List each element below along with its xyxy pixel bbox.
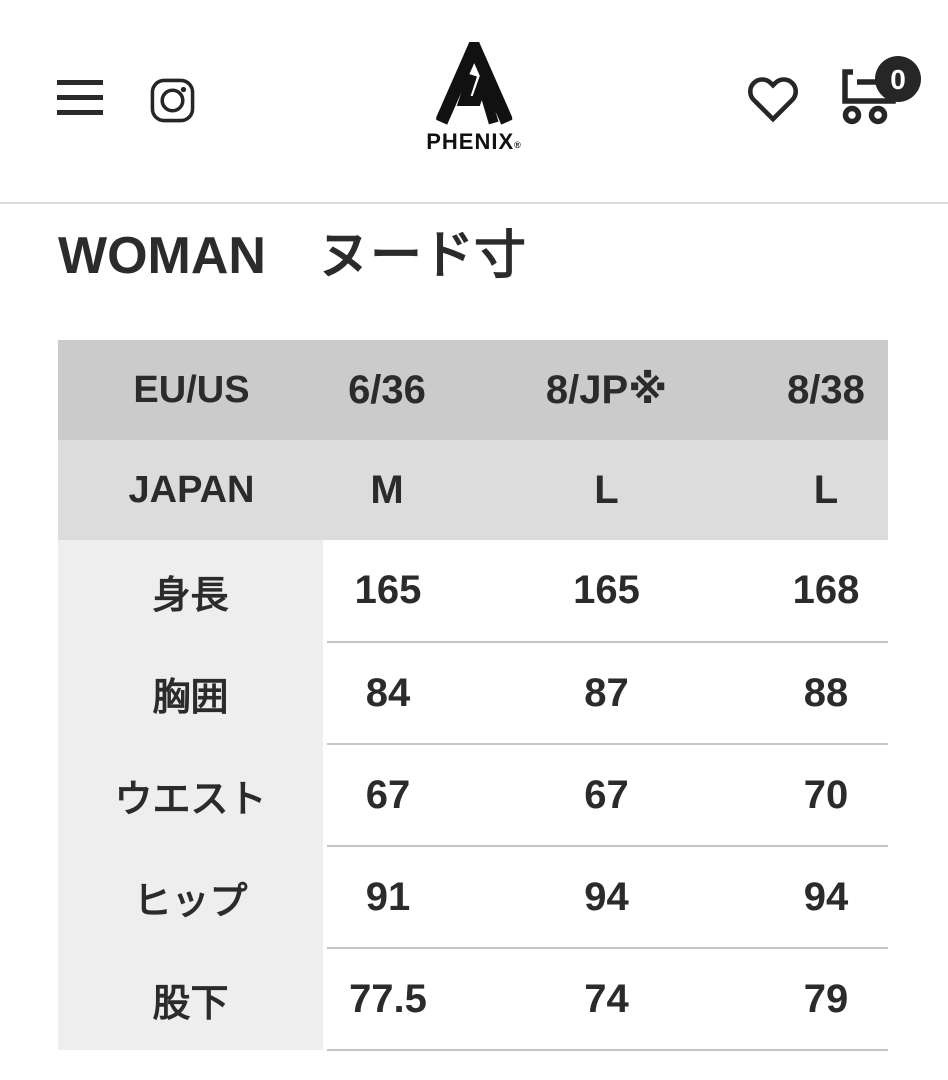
phenix-logo[interactable]: PHENIX® [426, 42, 522, 155]
measurement-value: 91 [325, 846, 449, 949]
measurement-label: 胸囲 [58, 642, 327, 744]
cart-button[interactable]: 0 [836, 56, 926, 128]
measurement-value: 67 [449, 744, 764, 847]
measurement-value: 168 [764, 540, 888, 643]
size-header-value: 8/JP※ [449, 340, 764, 440]
measurement-label: ウエスト [58, 744, 327, 846]
measurement-value: 84 [325, 642, 449, 745]
measurement-label: 身長 [58, 540, 327, 642]
size-table-row: ウエスト 67 67 70 [58, 744, 888, 847]
measurement-label: ヒップ [58, 846, 327, 948]
page-title: WOMAN ヌード寸 [58, 227, 526, 285]
measurement-value: 74 [449, 948, 764, 1051]
measurement-label: 股下 [58, 948, 327, 1050]
page-content: WOMAN ヌード寸 EU/US 6/36 8/JP※ 8/38 JAPAN M L L 身長 1… [0, 204, 948, 1051]
size-table-header-row: JAPAN M L L [58, 440, 888, 540]
measurement-value: 79 [764, 948, 888, 1051]
measurement-value: 87 [449, 642, 764, 745]
wishlist-heart-icon[interactable] [746, 73, 800, 123]
size-header-label: JAPAN [58, 440, 325, 540]
measurement-value: 67 [325, 744, 449, 847]
svg-text:0: 0 [890, 64, 906, 95]
registered-mark: ® [514, 140, 522, 150]
cart-count-badge: 0 [875, 56, 921, 102]
measurement-value: 94 [449, 846, 764, 949]
brand-wordmark: PHENIX® [426, 129, 522, 154]
measurement-value: 77.5 [325, 948, 449, 1051]
hamburger-menu-icon[interactable] [57, 80, 103, 116]
size-header-value: L [764, 440, 888, 540]
size-table-row: 股下 77.5 74 79 [58, 948, 888, 1051]
size-header-label: EU/US [58, 340, 325, 440]
measurement-value: 165 [449, 540, 764, 643]
measurement-value: 88 [764, 642, 888, 745]
measurement-value: 70 [764, 744, 888, 847]
size-table-header-row: EU/US 6/36 8/JP※ 8/38 [58, 340, 888, 440]
site-header: PHENIX® 0 [0, 0, 948, 202]
size-table-row: 胸囲 84 87 88 [58, 642, 888, 745]
size-header-value: 8/38 [764, 340, 888, 440]
size-header-value: L [449, 440, 764, 540]
measurement-value: 94 [764, 846, 888, 949]
header-divider [0, 202, 948, 204]
size-table-row: 身長 165 165 168 [58, 540, 888, 643]
size-table-row: ヒップ 91 94 94 [58, 846, 888, 949]
size-header-value: 6/36 [325, 340, 449, 440]
size-table: EU/US 6/36 8/JP※ 8/38 JAPAN M L L 身長 165 165 168 胸囲 8… [58, 340, 888, 1051]
size-table-body: EU/US 6/36 8/JP※ 8/38 JAPAN M L L 身長 165 165 168 胸囲 8… [58, 340, 888, 1051]
phenix-triangle-icon [436, 42, 512, 125]
instagram-icon[interactable] [149, 77, 196, 124]
size-header-value: M [325, 440, 449, 540]
measurement-value: 165 [325, 540, 449, 643]
